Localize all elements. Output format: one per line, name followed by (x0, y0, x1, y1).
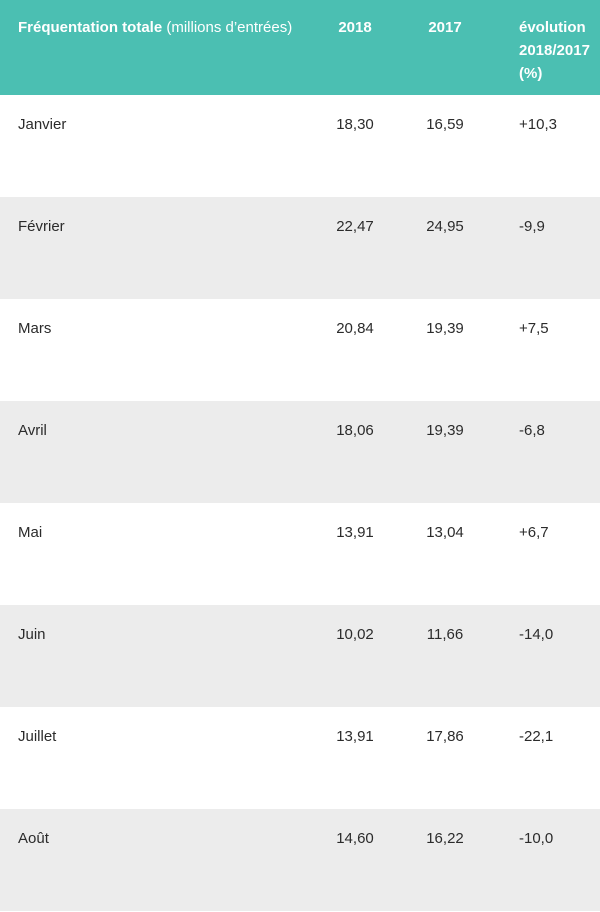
month-cell: Mai (0, 503, 310, 605)
table-row-mai: Mai 13,91 13,04 +6,7 (0, 503, 600, 605)
header-title-bold: Fréquentation totale (18, 19, 163, 36)
value-2018-cell: 22,47 (310, 197, 400, 299)
value-2017-cell: 19,39 (400, 401, 490, 503)
value-2017-cell: 16,22 (400, 809, 490, 911)
month-cell: Avril (0, 401, 310, 503)
value-2017-cell: 17,86 (400, 707, 490, 809)
evolution-cell: +7,5 (490, 299, 600, 401)
header-frequentation-totale: Fréquentation totale (millions d’entrées… (0, 0, 310, 95)
value-2018-cell: 18,06 (310, 401, 400, 503)
value-2018-cell: 13,91 (310, 503, 400, 605)
month-cell: Août (0, 809, 310, 911)
header-2017: 2017 (400, 0, 490, 95)
table-header-row: Fréquentation totale (millions d’entrées… (0, 0, 600, 95)
table-row-juillet: Juillet 13,91 17,86 -22,1 (0, 707, 600, 809)
table-row-juin: Juin 10,02 11,66 -14,0 (0, 605, 600, 707)
header-evolution: évolution 2018/2017 (%) (490, 0, 600, 95)
evolution-cell: -6,8 (490, 401, 600, 503)
table-body: Janvier 18,30 16,59 +10,3 Février 22,47 … (0, 95, 600, 911)
evolution-cell: -9,9 (490, 197, 600, 299)
value-2018-cell: 14,60 (310, 809, 400, 911)
month-cell: Mars (0, 299, 310, 401)
header-2018: 2018 (310, 0, 400, 95)
value-2017-cell: 13,04 (400, 503, 490, 605)
value-2017-cell: 16,59 (400, 95, 490, 197)
value-2018-cell: 18,30 (310, 95, 400, 197)
table-header: Fréquentation totale (millions d’entrées… (0, 0, 600, 95)
evolution-cell: +6,7 (490, 503, 600, 605)
month-cell: Janvier (0, 95, 310, 197)
value-2017-cell: 19,39 (400, 299, 490, 401)
header-title-unit: (millions d’entrées) (162, 19, 293, 36)
evolution-cell: +10,3 (490, 95, 600, 197)
value-2018-cell: 10,02 (310, 605, 400, 707)
month-cell: Juin (0, 605, 310, 707)
table-row-aout: Août 14,60 16,22 -10,0 (0, 809, 600, 911)
table-row-mars: Mars 20,84 19,39 +7,5 (0, 299, 600, 401)
value-2018-cell: 20,84 (310, 299, 400, 401)
value-2017-cell: 11,66 (400, 605, 490, 707)
evolution-cell: -22,1 (490, 707, 600, 809)
month-cell: Février (0, 197, 310, 299)
value-2018-cell: 13,91 (310, 707, 400, 809)
value-2017-cell: 24,95 (400, 197, 490, 299)
evolution-cell: -10,0 (490, 809, 600, 911)
table-row-fevrier: Février 22,47 24,95 -9,9 (0, 197, 600, 299)
month-cell: Juillet (0, 707, 310, 809)
evolution-cell: -14,0 (490, 605, 600, 707)
table-row-janvier: Janvier 18,30 16,59 +10,3 (0, 95, 600, 197)
table-row-avril: Avril 18,06 19,39 -6,8 (0, 401, 600, 503)
